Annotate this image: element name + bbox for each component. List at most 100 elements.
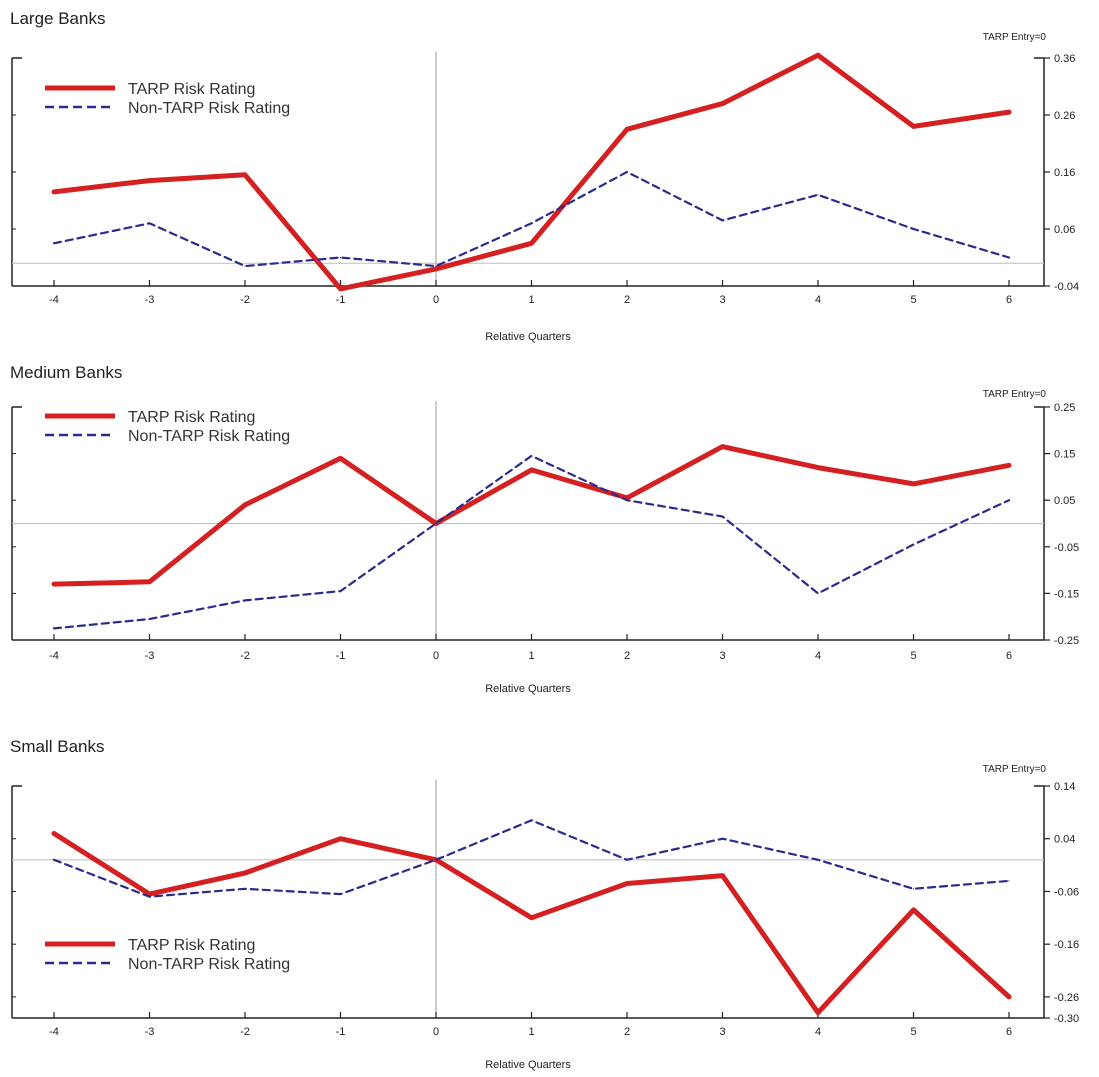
y-tick-label: 0.14 <box>1054 781 1075 793</box>
x-tick-label: -3 <box>145 1026 155 1038</box>
chart-panel-2: Small Banks TARP Entry=0 0.14 0.04 -0.06 -0.1… <box>10 737 1079 1071</box>
x-tick-label: 6 <box>1006 1026 1012 1038</box>
data-point <box>244 888 246 890</box>
legend-label-0: TARP Risk Rating <box>128 937 255 954</box>
x-axis-label: Relative Quarters <box>485 683 571 695</box>
legend-label-1: Non-TARP Risk Rating <box>128 956 290 973</box>
data-point <box>244 504 246 506</box>
entry-annotation: TARP Entry=0 <box>983 32 1047 43</box>
x-tick-label: 3 <box>719 650 725 662</box>
data-point <box>244 599 246 601</box>
x-tick-label: -1 <box>336 294 346 306</box>
x-tick-label: 1 <box>528 294 534 306</box>
data-point <box>435 265 437 267</box>
y-tick-label: -0.25 <box>1054 635 1079 647</box>
data-point <box>339 256 342 259</box>
y-tick-label: 0.16 <box>1054 167 1075 179</box>
data-point <box>339 838 342 840</box>
data-point <box>435 268 437 270</box>
x-tick-label: 5 <box>910 294 916 306</box>
y-tick-label: 0.04 <box>1054 834 1075 846</box>
y-tick-label: 0.36 <box>1054 53 1075 65</box>
x-tick-label: 4 <box>815 1026 821 1038</box>
data-point <box>817 54 819 56</box>
data-point <box>339 590 342 592</box>
panel-title: Medium Banks <box>10 363 122 382</box>
data-point <box>148 581 151 583</box>
x-tick-label: 1 <box>528 1026 534 1038</box>
y-tick-label: -0.05 <box>1054 542 1079 554</box>
data-point <box>53 832 55 835</box>
x-tick-label: -4 <box>49 650 59 662</box>
data-point <box>912 228 915 230</box>
data-point <box>1008 880 1010 882</box>
x-tick-label: 2 <box>624 294 630 306</box>
data-point <box>912 909 915 911</box>
data-point <box>721 838 724 840</box>
data-point <box>721 103 724 105</box>
x-tick-label: -2 <box>240 294 250 306</box>
x-tick-label: 4 <box>815 294 821 306</box>
data-point <box>53 242 55 244</box>
data-point <box>53 583 55 585</box>
x-tick-label: -2 <box>240 1026 250 1038</box>
chart-panel-0: Large Banks TARP Entry=0 0.36 0.26 0.16 0.06 -… <box>10 9 1079 343</box>
data-point <box>721 875 724 877</box>
data-point <box>530 469 533 471</box>
x-tick-label: 2 <box>624 650 630 662</box>
x-tick-label: 4 <box>815 650 821 662</box>
panel-title: Large Banks <box>10 9 105 28</box>
x-tick-label: -4 <box>49 294 59 306</box>
entry-annotation: TARP Entry=0 <box>983 389 1047 400</box>
data-point <box>626 497 628 499</box>
data-point <box>817 859 819 861</box>
data-point <box>912 888 915 890</box>
data-point <box>530 222 533 224</box>
data-point <box>339 288 342 290</box>
x-tick-label: -1 <box>336 650 346 662</box>
data-point <box>339 457 342 459</box>
panel-title: Small Banks <box>10 737 104 756</box>
series-line-1 <box>52 170 1011 268</box>
legend-label-0: TARP Risk Rating <box>128 81 255 98</box>
x-axis-label: Relative Quarters <box>485 331 571 343</box>
y-tick-label: -0.04 <box>1054 281 1079 293</box>
data-point <box>912 543 915 546</box>
data-point <box>912 125 915 127</box>
data-point <box>148 618 151 620</box>
data-point <box>530 819 533 821</box>
data-point <box>626 859 628 861</box>
data-point <box>53 859 55 861</box>
x-tick-label: -1 <box>336 1026 346 1038</box>
data-point <box>244 872 246 874</box>
data-point <box>721 446 724 448</box>
x-tick-label: 5 <box>910 650 916 662</box>
data-point <box>1008 499 1010 501</box>
y-tick-label: -0.15 <box>1054 588 1079 600</box>
x-tick-label: 1 <box>528 650 534 662</box>
y-tick-label: -0.16 <box>1054 939 1079 951</box>
x-tick-label: 3 <box>719 1026 725 1038</box>
y-tick-label: 0.15 <box>1054 449 1075 461</box>
x-tick-label: 6 <box>1006 294 1012 306</box>
data-point <box>435 859 437 861</box>
data-point <box>817 194 819 196</box>
data-point <box>244 174 246 176</box>
data-point <box>817 1012 819 1014</box>
series-line-0 <box>51 831 1012 1016</box>
data-point <box>1008 464 1010 466</box>
data-point <box>435 522 437 525</box>
data-point <box>626 171 628 173</box>
data-point <box>530 242 533 244</box>
data-point <box>626 882 628 885</box>
data-point <box>626 499 628 501</box>
data-point <box>1008 256 1010 259</box>
data-point <box>530 917 533 919</box>
data-point <box>244 265 246 267</box>
data-point <box>530 455 533 457</box>
data-point <box>817 592 819 595</box>
chart-panel-1: Medium Banks TARP Entry=0 0.25 0.15 0.05 -0.0… <box>10 363 1079 695</box>
data-point <box>817 466 819 469</box>
data-point <box>1008 996 1010 998</box>
